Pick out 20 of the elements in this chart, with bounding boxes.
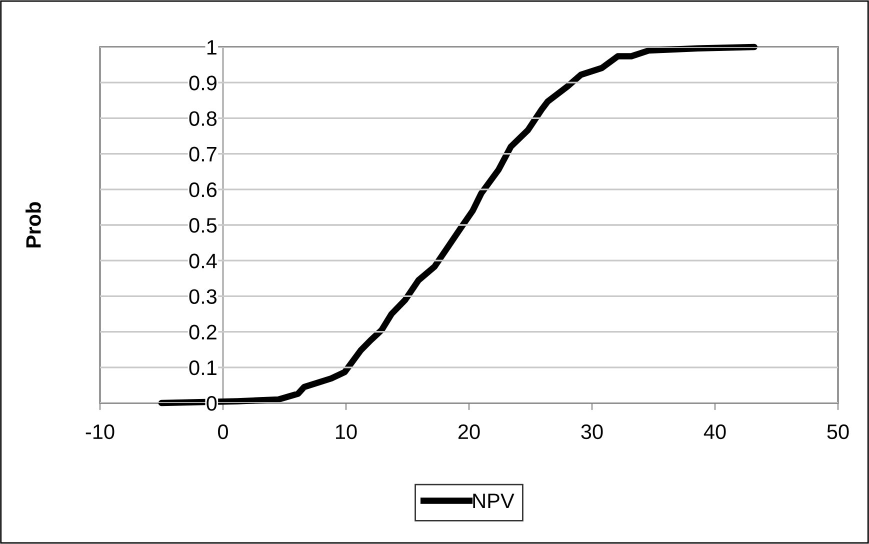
y-axis-title: Prob: [26, 202, 41, 248]
x-tick-label: 0: [218, 424, 228, 440]
x-tick-label: 50: [827, 424, 849, 440]
y-tick-label: 0.4: [189, 254, 217, 268]
y-tick-label: 0.2: [189, 324, 216, 340]
x-tick-label: 10: [336, 424, 357, 440]
y-tick-label: 0.6: [189, 182, 217, 198]
y-tick-label: 0.5: [189, 218, 217, 233]
y-tick-label: 1: [207, 40, 216, 55]
x-tick-label: 20: [458, 424, 480, 440]
y-tick-label: 0.3: [189, 289, 217, 304]
y-tick-label: 0.1: [189, 360, 216, 376]
y-tick-label: 0.8: [189, 111, 217, 126]
y-tick-label: 0.9: [189, 76, 216, 90]
x-tick-label: 40: [704, 424, 726, 440]
legend-label: NPV: [473, 494, 514, 508]
x-tick-label: 30: [581, 424, 603, 440]
x-tick-label: -10: [86, 424, 114, 440]
y-tick-label: 0.7: [189, 146, 216, 162]
y-tick-label: 0: [206, 396, 217, 411]
